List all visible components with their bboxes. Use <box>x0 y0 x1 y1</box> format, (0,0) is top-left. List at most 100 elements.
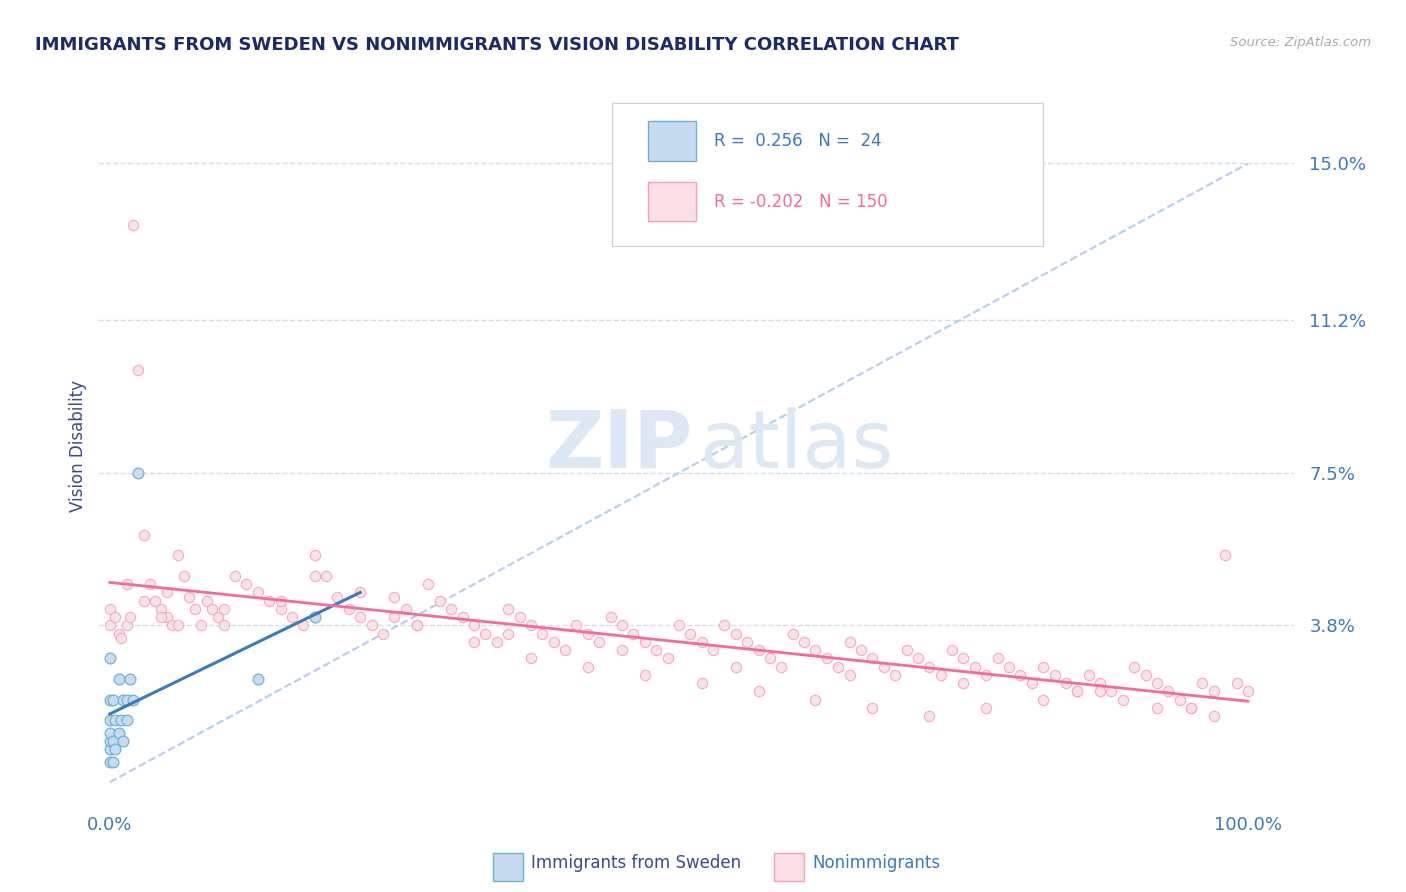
Point <box>621 626 644 640</box>
Point <box>201 602 224 616</box>
Bar <box>648 182 696 221</box>
Point <box>167 618 190 632</box>
Text: Source: ZipAtlas.com: Source: ZipAtlas.com <box>1230 36 1371 49</box>
Point <box>98 742 121 756</box>
Point <box>1043 668 1066 682</box>
Point <box>509 610 531 624</box>
Point <box>451 610 474 624</box>
Point <box>304 549 326 563</box>
Point <box>304 610 326 624</box>
Point <box>1226 676 1249 690</box>
Point <box>150 602 173 616</box>
Point <box>98 734 121 748</box>
Point <box>998 659 1021 673</box>
Point <box>531 626 554 640</box>
Point <box>429 593 451 607</box>
Point <box>838 635 860 649</box>
Point <box>120 610 142 624</box>
Point <box>1066 684 1088 698</box>
Point <box>115 714 138 728</box>
Point <box>873 659 896 673</box>
Point <box>1180 701 1202 715</box>
Y-axis label: Vision Disability: Vision Disability <box>69 380 87 512</box>
Point <box>406 618 429 632</box>
Point <box>827 659 849 673</box>
Point <box>610 643 633 657</box>
Point <box>98 725 121 739</box>
Point <box>103 692 125 706</box>
Point <box>156 585 179 599</box>
Point <box>115 577 138 591</box>
Point <box>713 618 735 632</box>
Point <box>292 618 315 632</box>
Point <box>212 602 235 616</box>
Point <box>724 659 747 673</box>
Point <box>1077 668 1099 682</box>
Point <box>918 659 941 673</box>
Point <box>103 734 125 748</box>
Point <box>974 701 997 715</box>
Point <box>554 643 576 657</box>
Point <box>770 659 793 673</box>
Point <box>190 618 212 632</box>
Point <box>759 651 782 665</box>
Point <box>929 668 952 682</box>
Point <box>132 593 155 607</box>
Point <box>121 692 143 706</box>
Point <box>690 676 713 690</box>
Point <box>987 651 1010 665</box>
Point <box>138 577 160 591</box>
Point <box>108 626 131 640</box>
Point <box>1180 701 1202 715</box>
Point <box>520 651 543 665</box>
Point <box>179 590 201 604</box>
Point <box>162 618 184 632</box>
Point <box>110 714 132 728</box>
Point <box>1237 684 1260 698</box>
Point <box>246 585 269 599</box>
Point <box>98 692 121 706</box>
Point <box>724 626 747 640</box>
Point <box>1135 668 1157 682</box>
FancyBboxPatch shape <box>613 103 1043 246</box>
Point <box>1032 659 1054 673</box>
Point <box>645 643 668 657</box>
Point <box>98 602 121 616</box>
Text: Immigrants from Sweden: Immigrants from Sweden <box>531 855 741 872</box>
Point <box>1032 692 1054 706</box>
Text: R = -0.202   N = 150: R = -0.202 N = 150 <box>714 193 887 211</box>
Point <box>98 714 121 728</box>
Point <box>1168 692 1191 706</box>
Point <box>896 643 918 657</box>
Point <box>804 692 827 706</box>
Point <box>907 651 929 665</box>
Point <box>463 635 485 649</box>
Point <box>121 219 143 233</box>
Point <box>184 602 207 616</box>
Point <box>173 569 195 583</box>
Point <box>679 626 702 640</box>
Point <box>110 631 132 645</box>
Point <box>270 602 292 616</box>
Point <box>588 635 610 649</box>
Point <box>520 618 543 632</box>
Text: ZIP: ZIP <box>546 407 692 485</box>
Point <box>115 618 138 632</box>
Point <box>257 593 280 607</box>
Text: atlas: atlas <box>700 407 894 485</box>
Point <box>952 676 974 690</box>
Point <box>576 626 599 640</box>
Point <box>143 593 166 607</box>
Point <box>103 755 125 769</box>
Point <box>281 610 304 624</box>
Point <box>576 659 599 673</box>
Point <box>195 593 218 607</box>
Point <box>270 593 292 607</box>
Point <box>326 590 349 604</box>
Text: Nonimmigrants: Nonimmigrants <box>811 855 941 872</box>
Point <box>112 692 135 706</box>
Point <box>793 635 815 649</box>
Point <box>941 643 963 657</box>
Point <box>127 466 149 480</box>
Point <box>974 668 997 682</box>
